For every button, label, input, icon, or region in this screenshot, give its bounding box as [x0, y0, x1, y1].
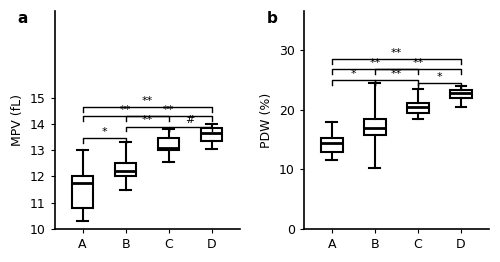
Text: *: *	[101, 127, 107, 137]
PathPatch shape	[321, 138, 342, 151]
Text: **: **	[142, 116, 152, 125]
Text: **: **	[120, 105, 131, 115]
Text: **: **	[163, 105, 174, 115]
Text: b: b	[267, 11, 278, 26]
Text: **: **	[369, 58, 380, 68]
PathPatch shape	[115, 163, 136, 176]
PathPatch shape	[72, 176, 94, 208]
PathPatch shape	[450, 90, 471, 98]
Text: *: *	[436, 72, 442, 82]
Y-axis label: MPV (fL): MPV (fL)	[11, 94, 24, 146]
Text: **: **	[391, 69, 402, 79]
Text: **: **	[391, 48, 402, 58]
Text: *: *	[350, 69, 356, 79]
PathPatch shape	[201, 128, 222, 141]
Text: **: **	[142, 96, 152, 106]
PathPatch shape	[158, 138, 180, 150]
Text: **: **	[412, 58, 424, 68]
Text: #: #	[186, 116, 195, 125]
PathPatch shape	[407, 103, 428, 113]
Text: a: a	[18, 11, 28, 26]
PathPatch shape	[364, 119, 386, 135]
Y-axis label: PDW (%): PDW (%)	[260, 92, 274, 148]
